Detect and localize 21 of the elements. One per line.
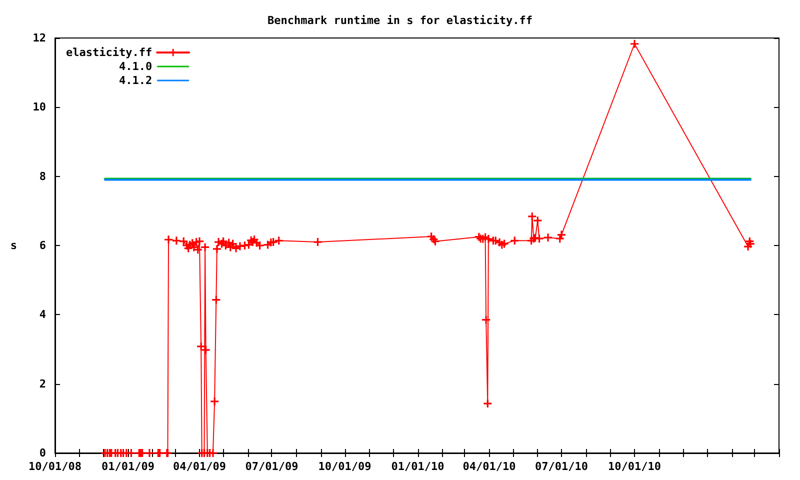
x-tick-label: 01/01/09 [102, 460, 155, 473]
x-tick-label: 01/01/10 [391, 460, 444, 473]
x-tick-label: 04/01/10 [462, 460, 516, 473]
y-tick-label: 8 [39, 170, 46, 183]
x-tick-label: 10/01/09 [318, 460, 372, 473]
y-tick-label: 4 [39, 308, 46, 322]
x-tick-label: 07/01/10 [534, 460, 588, 473]
x-tick-label: 10/01/08 [28, 460, 82, 473]
y-axis-title: s [10, 239, 17, 252]
chart-title: Benchmark runtime in s for elasticity.ff [268, 14, 532, 27]
y-tick-label: 2 [39, 377, 46, 390]
legend-label: elasticity.ff [66, 46, 152, 59]
x-tick-label: 04/01/09 [172, 460, 226, 473]
legend-label: 4.1.2 [118, 74, 152, 87]
y-tick-label: 0 [39, 446, 46, 460]
y-tick-label: 10 [32, 100, 46, 114]
x-tick-label: 07/01/09 [245, 460, 298, 473]
x-tick-label: 10/01/10 [608, 460, 662, 473]
legend-label: 4.1.0 [118, 60, 152, 73]
y-tick-label: 6 [39, 239, 46, 252]
y-tick-label: 12 [32, 32, 46, 44]
